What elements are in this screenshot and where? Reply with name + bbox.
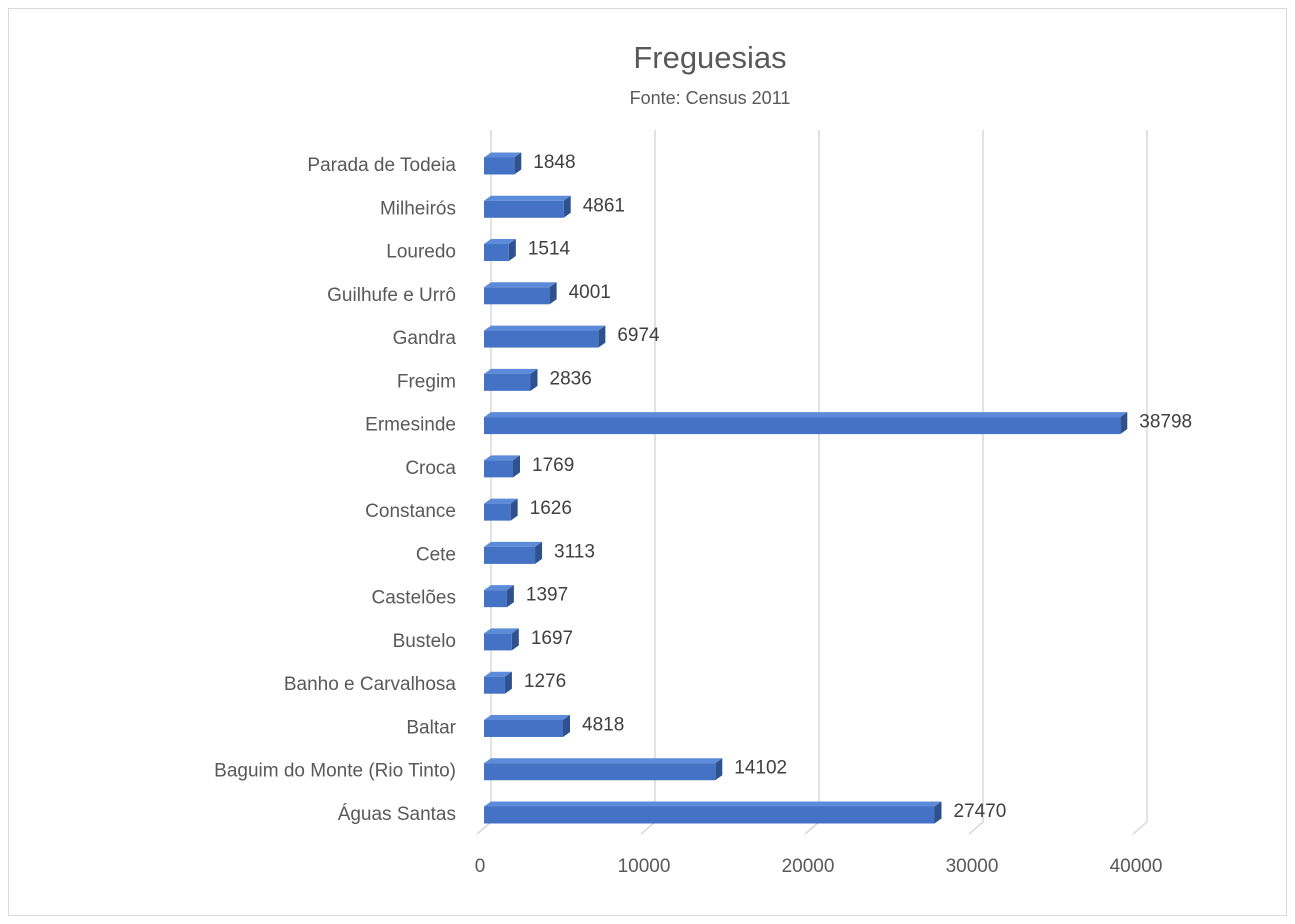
data-label: 1397 — [526, 585, 568, 606]
bar-side — [934, 801, 942, 824]
bar — [484, 200, 564, 218]
data-label: 1697 — [531, 628, 573, 649]
bar-side — [598, 325, 606, 348]
y-tick-label: Parada de Todeia — [307, 155, 456, 176]
data-label: 1514 — [528, 239, 571, 260]
x-tick-label: 20000 — [782, 856, 835, 877]
x-tick-label: 0 — [475, 856, 486, 877]
data-label: 4818 — [582, 714, 624, 735]
y-tick-label: Croca — [405, 458, 456, 479]
bar — [484, 719, 564, 737]
bar-side — [563, 195, 571, 218]
bar-side — [514, 152, 522, 175]
bar-top — [484, 282, 557, 288]
bar-side — [504, 671, 512, 694]
bar-top — [484, 671, 512, 677]
bar-side — [563, 714, 571, 737]
bar-top — [484, 412, 1128, 418]
bar-top — [484, 455, 521, 461]
data-label: 4861 — [583, 195, 625, 216]
data-label: 38798 — [1139, 412, 1192, 433]
data-label: 4001 — [569, 282, 611, 303]
bar-top — [484, 239, 516, 245]
bar — [484, 330, 599, 348]
y-tick-label: Guilhufe e Urrô — [327, 285, 456, 306]
y-tick-label: Louredo — [386, 242, 456, 263]
bar-side — [549, 282, 557, 305]
y-tick-label: Banho e Carvalhosa — [284, 674, 457, 695]
bar-side — [530, 368, 538, 391]
bar-top — [484, 628, 519, 634]
grid-line — [968, 130, 984, 835]
bar-top — [484, 498, 518, 504]
bar — [484, 590, 507, 608]
y-tick-label: Cete — [416, 544, 456, 565]
data-label: 14102 — [734, 758, 787, 779]
bar-top — [484, 758, 723, 764]
y-tick-label: Baguim do Monte (Rio Tinto) — [214, 761, 456, 782]
data-label: 1848 — [533, 152, 575, 173]
y-tick-label: Fregim — [397, 371, 456, 392]
data-label: 3113 — [554, 541, 595, 562]
bar-side — [506, 585, 514, 608]
data-label: 1769 — [532, 455, 574, 476]
data-label: 6974 — [617, 325, 660, 346]
bar-side — [1120, 412, 1128, 435]
bar-top — [484, 152, 522, 158]
bar-side — [508, 239, 516, 262]
bar — [484, 503, 511, 521]
bar-side — [511, 628, 519, 651]
bar-top — [484, 801, 942, 807]
y-tick-label: Castelões — [372, 588, 457, 609]
x-tick-label: 30000 — [946, 856, 999, 877]
y-tick-label: Águas Santas — [338, 804, 456, 825]
bar-side — [535, 541, 543, 564]
bar — [484, 287, 550, 305]
bar-top — [484, 325, 606, 331]
x-tick-label: 40000 — [1110, 856, 1163, 877]
bar-top — [484, 541, 543, 547]
chart-title: Freguesias — [633, 40, 786, 75]
y-tick-label: Baltar — [406, 717, 456, 738]
bar-top — [484, 195, 571, 201]
bar-side — [510, 498, 518, 521]
y-tick-label: Gandra — [393, 328, 457, 349]
data-label: 2836 — [550, 368, 592, 389]
data-label: 27470 — [954, 801, 1007, 822]
bar — [484, 633, 512, 651]
bar — [484, 373, 531, 391]
data-label: 1626 — [530, 498, 572, 519]
bar-top — [484, 714, 571, 720]
bar — [484, 244, 509, 262]
y-tick-label: Ermesinde — [365, 415, 456, 436]
bar — [484, 546, 536, 564]
y-tick-label: Bustelo — [393, 631, 456, 652]
bar — [484, 676, 505, 694]
bar — [484, 763, 716, 781]
x-tick-label: 10000 — [618, 856, 671, 877]
bar — [484, 460, 514, 478]
bar — [484, 417, 1121, 435]
chart-subtitle: Fonte: Census 2011 — [630, 88, 791, 108]
bar-side — [715, 758, 723, 781]
bar-top — [484, 368, 538, 374]
bar — [484, 806, 935, 824]
bar — [484, 157, 515, 175]
data-label: 1276 — [524, 671, 566, 692]
grid-line — [1132, 130, 1148, 835]
bar-top — [484, 585, 514, 591]
y-tick-label: Milheirós — [380, 198, 456, 219]
y-tick-label: Constance — [365, 501, 456, 522]
bar-side — [513, 455, 521, 478]
